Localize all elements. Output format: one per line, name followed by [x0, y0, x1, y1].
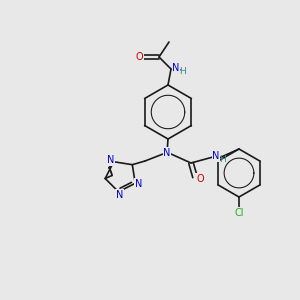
Text: N: N	[135, 179, 142, 189]
Text: H: H	[219, 155, 225, 164]
Text: N: N	[107, 155, 114, 165]
Text: N: N	[163, 148, 171, 158]
Text: H: H	[178, 67, 185, 76]
Text: O: O	[196, 174, 204, 184]
Text: Cl: Cl	[234, 208, 244, 218]
Text: N: N	[212, 151, 220, 161]
Text: O: O	[135, 52, 143, 62]
Text: N: N	[172, 63, 180, 73]
Text: N: N	[116, 190, 123, 200]
